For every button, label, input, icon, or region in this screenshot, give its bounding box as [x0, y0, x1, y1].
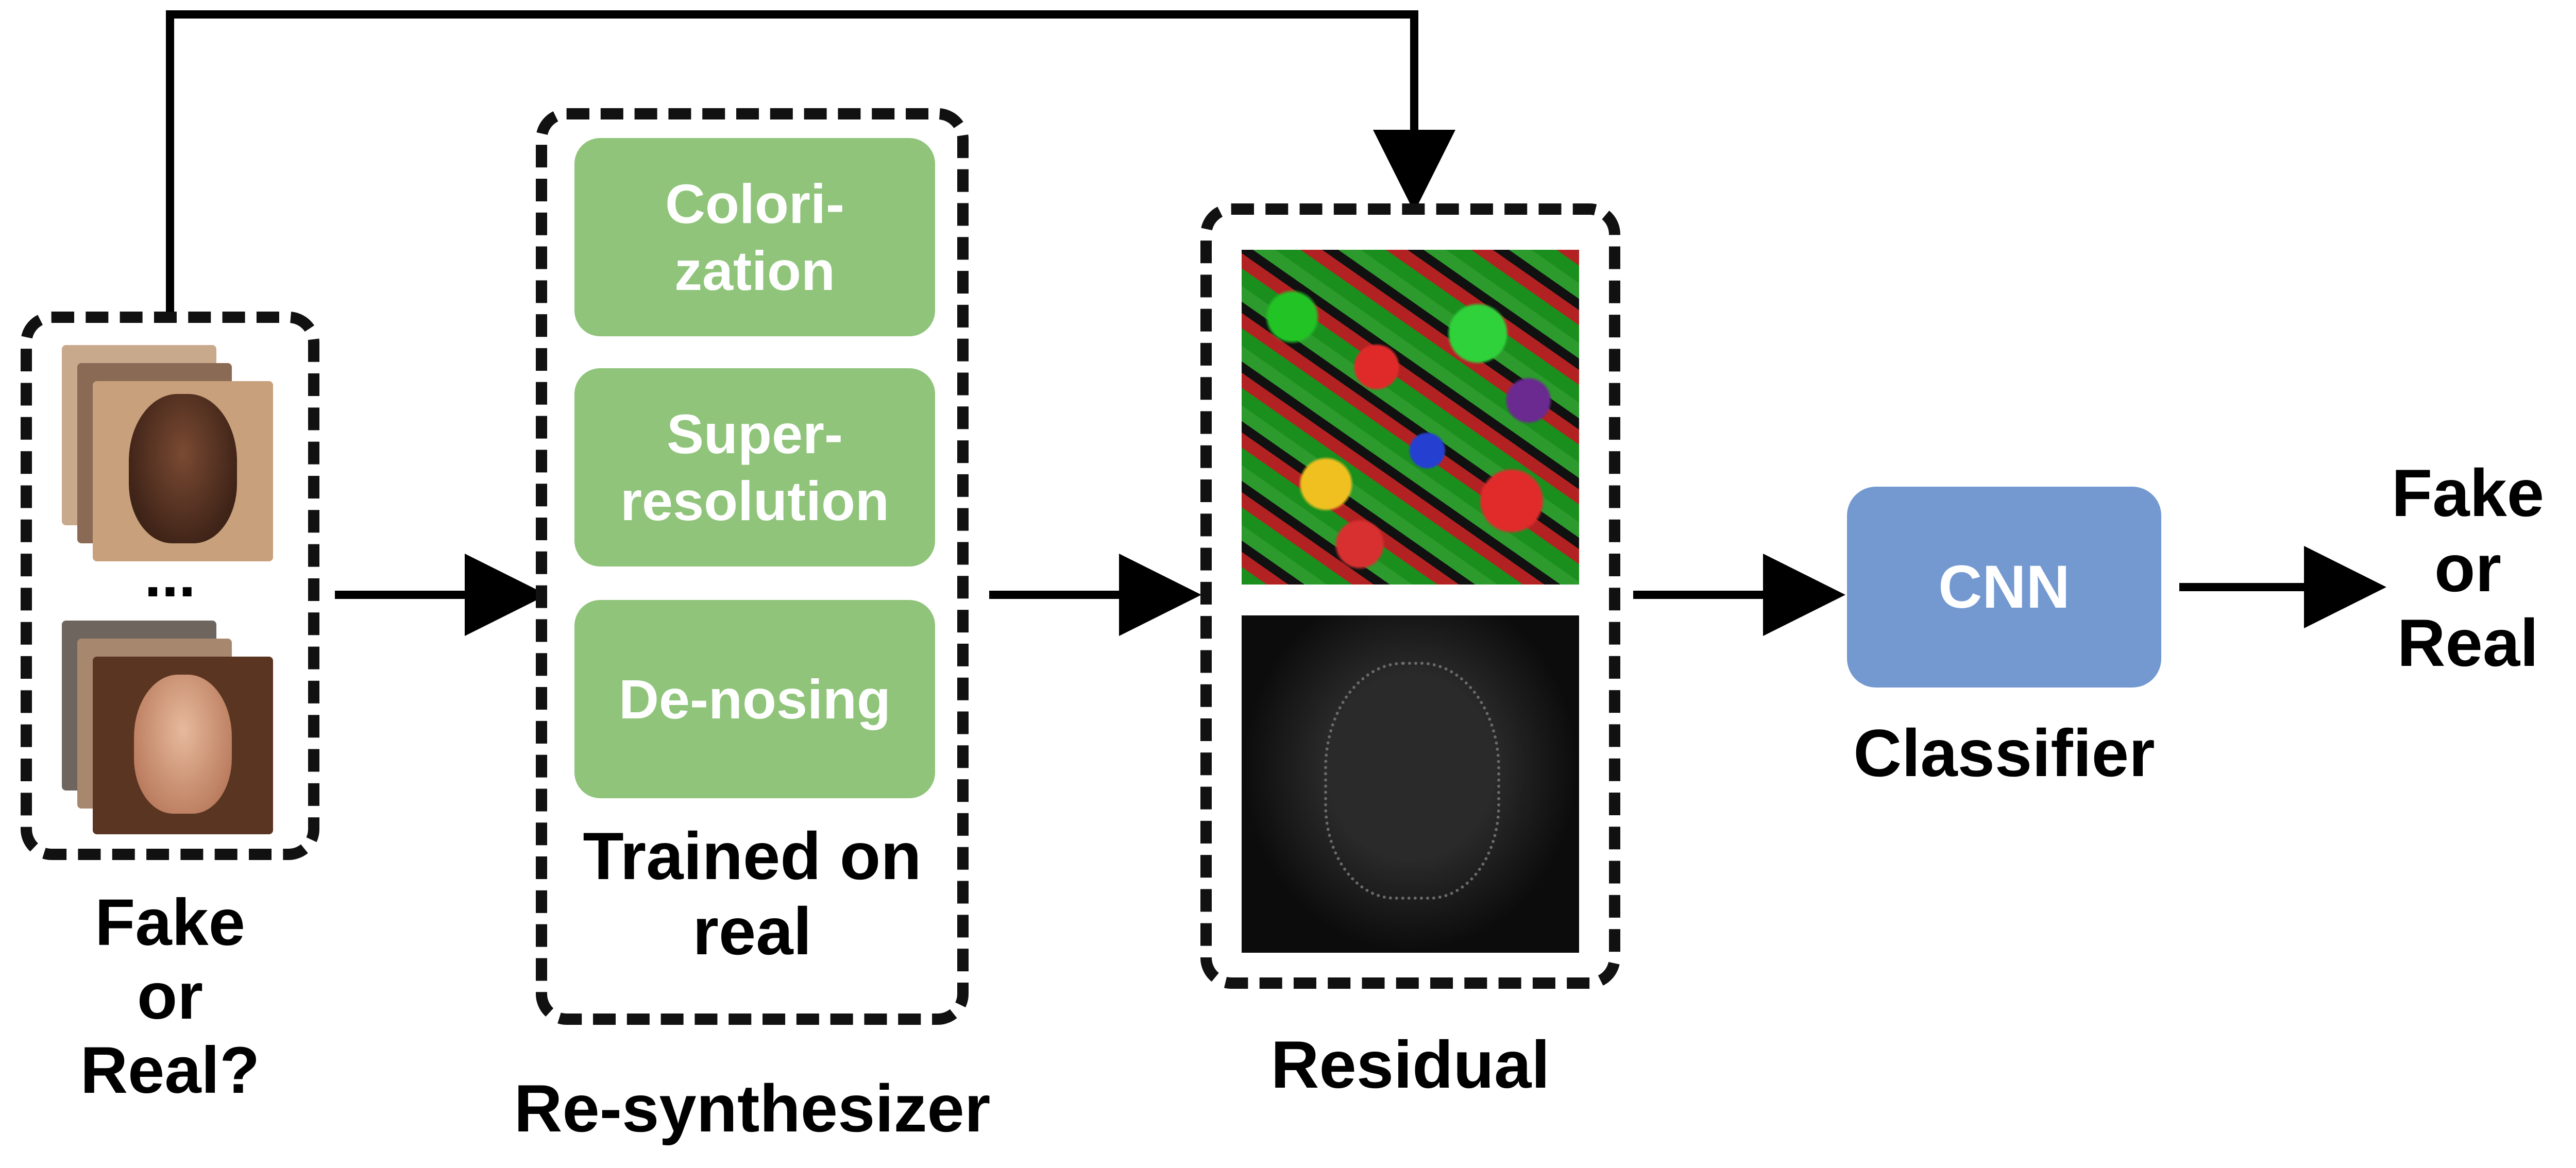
- face-image: [93, 657, 273, 834]
- input-images-frame: [21, 312, 319, 860]
- face-image: [93, 381, 273, 561]
- colorization-task-box: Colori- zation: [574, 138, 935, 336]
- trained-on-real-note: Trained on real: [546, 818, 958, 969]
- cnn-box: CNN: [1847, 487, 2161, 688]
- input-caption: Fake or Real?: [31, 886, 309, 1107]
- resynthesizer-frame: [536, 108, 969, 1025]
- residual-caption: Residual: [1270, 1027, 1550, 1102]
- colorization-task-label: Colori- zation: [665, 172, 844, 302]
- input-caption-line: or: [137, 959, 203, 1034]
- cnn-label: CNN: [1938, 553, 2070, 621]
- skip-connection-arrow: [166, 10, 1455, 319]
- super-resolution-task-box: Super- resolution: [574, 368, 935, 566]
- output-caption-line: Fake: [2391, 455, 2545, 530]
- face-portrait: [134, 675, 232, 814]
- input-caption-line: Fake: [95, 886, 245, 959]
- trained-note-line: Trained on: [583, 818, 922, 894]
- output-caption-line: Real: [2397, 605, 2539, 681]
- input-caption-line: Real?: [80, 1033, 260, 1107]
- residual-frame: [1200, 203, 1620, 989]
- super-resolution-task-label: Super- resolution: [620, 402, 890, 532]
- denoising-task-label: De-nosing: [619, 667, 891, 730]
- residual-face-outline: [1324, 662, 1500, 900]
- resynthesizer-caption: Re-synthesizer: [514, 1071, 991, 1146]
- trained-note-line: real: [692, 893, 812, 969]
- face-portrait: [129, 394, 237, 543]
- ellipsis: ...: [144, 541, 196, 610]
- residual-color-image: [1242, 250, 1579, 585]
- output-caption: Fake or Real: [2360, 455, 2576, 681]
- output-caption-line: or: [2434, 530, 2501, 606]
- denoising-task-box: De-nosing: [574, 600, 935, 798]
- residual-grayscale-image: [1242, 615, 1579, 953]
- classifier-caption: Classifier: [1853, 715, 2155, 791]
